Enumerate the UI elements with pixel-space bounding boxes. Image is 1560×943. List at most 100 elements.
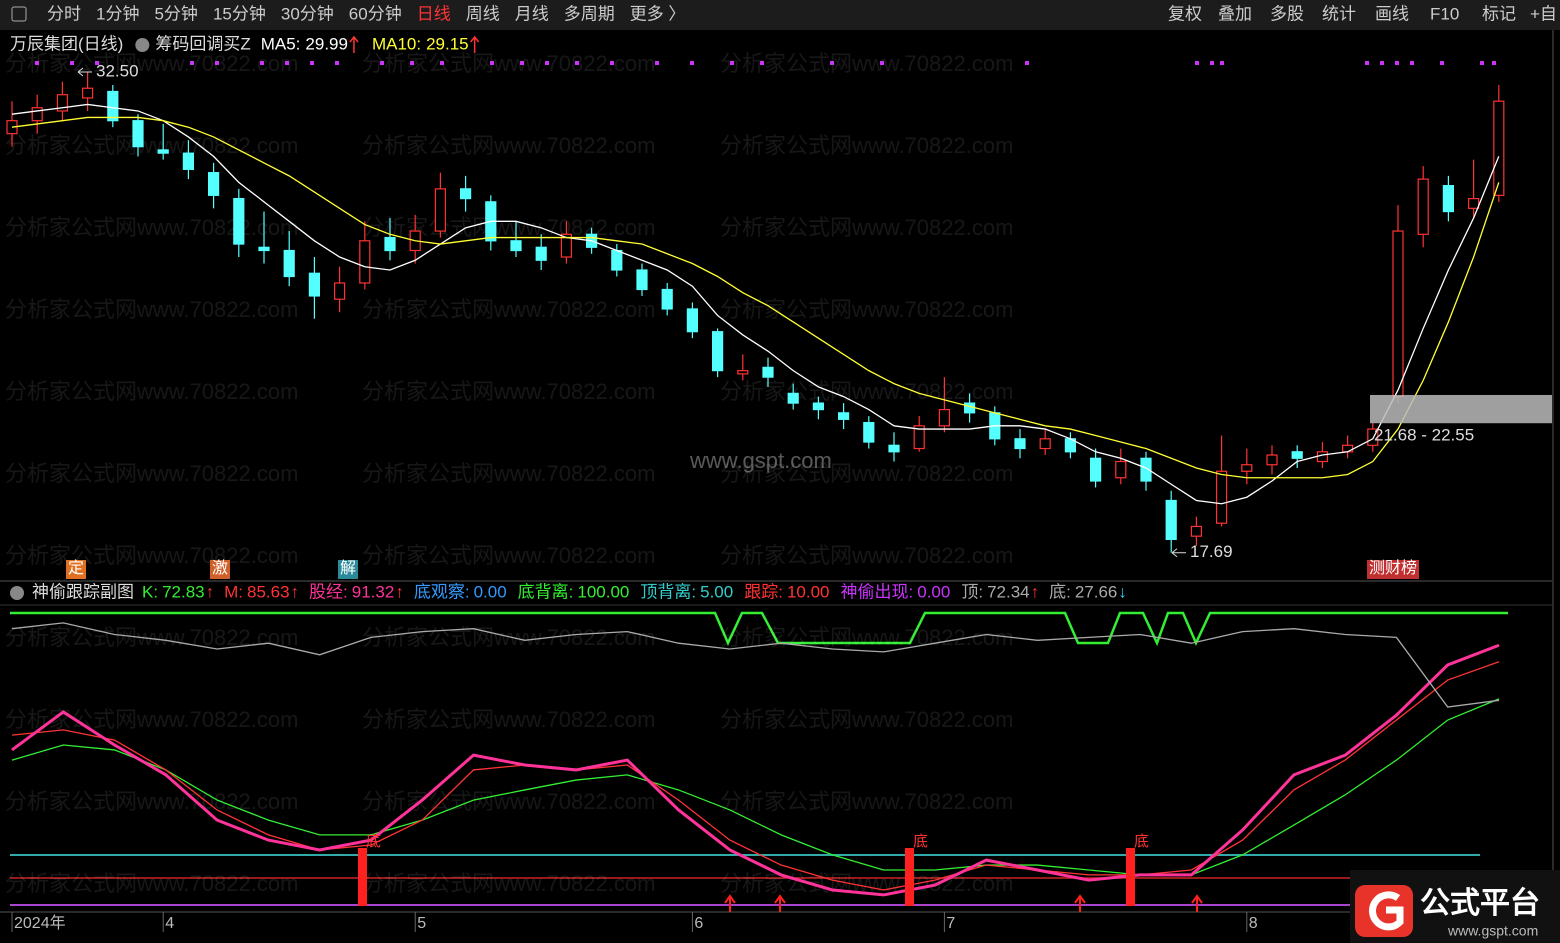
legend-value: 5.00 bbox=[700, 582, 733, 601]
legend-name: 顶: bbox=[961, 582, 983, 601]
toolbar-button[interactable]: +自 bbox=[1530, 4, 1557, 23]
candle-body bbox=[460, 188, 472, 200]
marker-dot bbox=[1380, 61, 1384, 65]
ma-value: 29.99 bbox=[305, 34, 348, 53]
marker-dot bbox=[190, 61, 194, 65]
legend-name: K: bbox=[142, 582, 158, 601]
candle-body bbox=[132, 120, 144, 148]
legend-value: 72.34 bbox=[987, 582, 1030, 601]
toolbar-tab[interactable]: 60分钟 bbox=[349, 4, 402, 23]
logo-g bbox=[1369, 891, 1404, 931]
toolbar-tab[interactable]: 更多 〉 bbox=[630, 4, 686, 23]
ma-line bbox=[11, 116, 1500, 479]
up-arrow bbox=[470, 35, 480, 53]
toolbar-button[interactable]: F10 bbox=[1430, 4, 1459, 23]
toolbar-button[interactable]: 复权 bbox=[1168, 4, 1202, 23]
marker-dot bbox=[1395, 61, 1399, 65]
watermark: 分析家公式网www.70822.com bbox=[5, 871, 298, 896]
marker-dot bbox=[1410, 61, 1414, 65]
candle-body bbox=[812, 402, 825, 411]
watermark: 分析家公式网www.70822.com bbox=[362, 297, 655, 322]
annotation-arrow bbox=[77, 67, 92, 77]
ma-label: MA5: bbox=[261, 34, 301, 53]
toolbar-tab[interactable]: 30分钟 bbox=[281, 4, 334, 23]
candle-body bbox=[233, 197, 245, 245]
toolbar-tab[interactable]: 周线 bbox=[466, 4, 500, 23]
toolbar-button[interactable]: 多股 bbox=[1270, 4, 1304, 23]
candle-body bbox=[661, 288, 673, 310]
toolbar-button[interactable]: 标记 bbox=[1482, 4, 1516, 23]
logo-title: 公式平台 bbox=[1420, 886, 1540, 920]
watermark: 分析家公式网www.70822.com bbox=[5, 789, 298, 814]
toolbar-button[interactable]: 叠加 bbox=[1218, 4, 1252, 23]
candle-body bbox=[636, 269, 648, 291]
candle-body bbox=[434, 188, 446, 232]
candle-body bbox=[1442, 185, 1455, 213]
candle-body bbox=[535, 246, 547, 261]
candle-body bbox=[157, 149, 169, 154]
watermark: 分析家公式网www.70822.com bbox=[720, 707, 1013, 732]
marker-dot bbox=[690, 61, 694, 65]
signal-bar bbox=[358, 848, 367, 906]
date-label: 2024年 bbox=[14, 914, 66, 932]
legend-name: 底背离: bbox=[518, 582, 574, 601]
logo-url: www.gspt.com bbox=[1447, 923, 1538, 939]
candle-body bbox=[963, 402, 976, 414]
toolbar-tab[interactable]: 日线 bbox=[417, 4, 451, 23]
candle-body bbox=[1417, 178, 1429, 235]
candle-body bbox=[762, 366, 774, 378]
toolbar-tab[interactable]: 15分钟 bbox=[213, 4, 266, 23]
watermark: 分析家公式网www.70822.com bbox=[720, 871, 1013, 896]
candle-body bbox=[1241, 464, 1253, 472]
candle-body bbox=[737, 370, 749, 375]
watermark: 分析家公式网www.70822.com bbox=[720, 789, 1013, 814]
candle-body bbox=[560, 233, 573, 258]
watermark: www.gspt.com bbox=[689, 448, 832, 473]
watermark: 分析家公式网www.70822.com bbox=[5, 461, 298, 486]
candle-body bbox=[686, 308, 699, 333]
indicator-line bbox=[11, 622, 1500, 708]
toolbar-tab[interactable]: 多周期 bbox=[564, 4, 615, 23]
marker-dot bbox=[575, 61, 579, 65]
legend-arrow: ↑ bbox=[395, 582, 404, 601]
toolbar-button[interactable]: 画线 bbox=[1375, 4, 1409, 23]
signal-bar bbox=[1126, 848, 1135, 906]
toolbar-tab[interactable]: 分时 bbox=[47, 4, 81, 23]
toolbar-tab[interactable]: 1分钟 bbox=[96, 4, 139, 23]
annotation-arrow bbox=[1171, 548, 1186, 558]
marker-dot bbox=[760, 61, 764, 65]
watermark: 分析家公式网www.70822.com bbox=[720, 379, 1013, 404]
signal-badge bbox=[1367, 560, 1420, 579]
marker-dot bbox=[215, 61, 219, 65]
menu-icon[interactable] bbox=[11, 6, 27, 22]
watermark: 分析家公式网www.70822.com bbox=[5, 133, 298, 158]
candle-body bbox=[56, 94, 69, 112]
candle-body bbox=[510, 240, 522, 252]
legend-name: 底观察: bbox=[414, 582, 470, 601]
watermark: 分析家公式网www.70822.com bbox=[362, 707, 655, 732]
marker-dot bbox=[730, 61, 734, 65]
range-box bbox=[1370, 394, 1552, 424]
dropdown-icon[interactable] bbox=[135, 38, 150, 52]
toolbar-tab[interactable]: 5分钟 bbox=[154, 4, 197, 23]
date-label: 6 bbox=[694, 915, 703, 932]
legend-value: 72.83 bbox=[162, 582, 205, 601]
legend-value: 10.00 bbox=[787, 582, 830, 601]
toolbar-button[interactable]: 统计 bbox=[1322, 4, 1356, 23]
toolbar-tab[interactable]: 月线 bbox=[515, 4, 549, 23]
watermark: 分析家公式网www.70822.com bbox=[362, 133, 655, 158]
legend-name: 神偷出现: bbox=[841, 582, 914, 601]
legend-value: 91.32 bbox=[352, 582, 395, 601]
low-label: 17.69 bbox=[1190, 542, 1233, 561]
marker-dot bbox=[830, 61, 834, 65]
legend-name: 底: bbox=[1049, 582, 1071, 601]
signal-text: 底 bbox=[366, 833, 381, 850]
dropdown-icon[interactable] bbox=[10, 586, 24, 600]
candle-body bbox=[308, 272, 320, 297]
signal-bar bbox=[905, 848, 914, 906]
marker-dot bbox=[545, 61, 549, 65]
date-label: 7 bbox=[946, 915, 955, 932]
candle-body bbox=[1089, 457, 1102, 482]
date-label: 8 bbox=[1249, 915, 1258, 932]
